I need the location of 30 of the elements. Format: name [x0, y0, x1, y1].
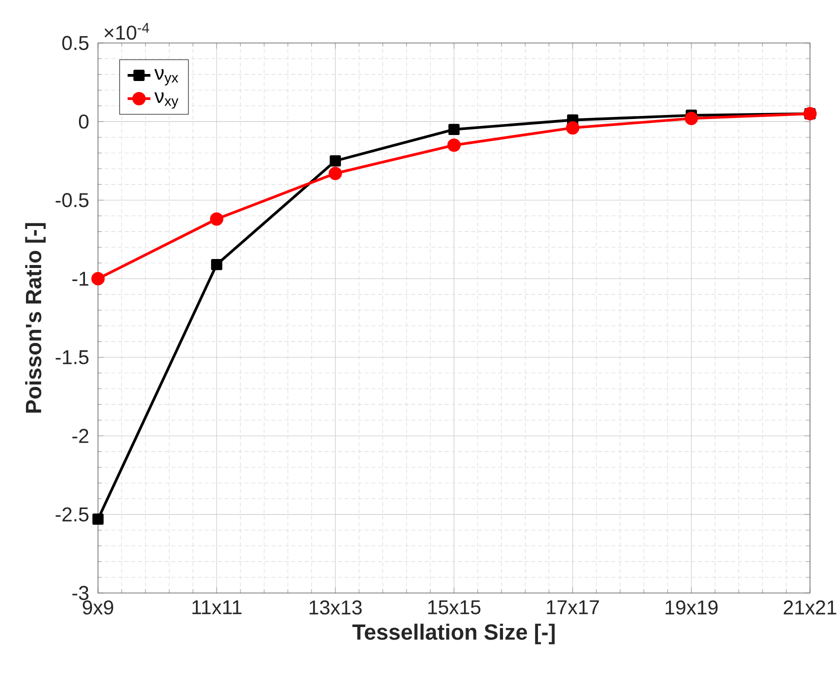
text: ×10$^{-4}$ [104, 22, 150, 40]
point [91, 272, 105, 286]
legend-label: ν$_{xy}$ [154, 92, 178, 109]
y-tick-label: -2 [72, 428, 88, 443]
y-tick-label: -1.5 [56, 350, 88, 364]
x-tick-label: 21x21 [784, 600, 836, 614]
point [566, 121, 580, 135]
y-tick-label: -2.5 [56, 507, 88, 522]
x-tick-label: 11x11 [192, 600, 242, 614]
point [210, 212, 224, 226]
point [447, 138, 461, 152]
y-axis-title: Poisson's Ratio [-] [25, 223, 46, 413]
y-tick-label: -1 [72, 272, 88, 286]
x-axis-title: Tessellation Size [-] [352, 624, 555, 644]
point [684, 112, 698, 126]
x-tick-label: 9x9 [82, 600, 114, 615]
x-tick-label: 13x13 [310, 600, 362, 615]
point [328, 166, 342, 180]
x-tick-label: 19x19 [666, 600, 718, 615]
point [211, 258, 222, 270]
y-tick-label: 0 [78, 114, 88, 129]
point [448, 124, 460, 136]
x-tick-label: 17x17 [546, 600, 599, 614]
y-tick-label: -0.5 [56, 193, 88, 208]
x-tick-label: 15x15 [428, 600, 480, 614]
legend-label: ν$_{yx}$ [154, 69, 178, 86]
point [330, 155, 341, 166]
point [92, 514, 104, 525]
y-tick-label: 0.5 [62, 36, 88, 50]
y-tick-label: -3 [72, 586, 88, 600]
